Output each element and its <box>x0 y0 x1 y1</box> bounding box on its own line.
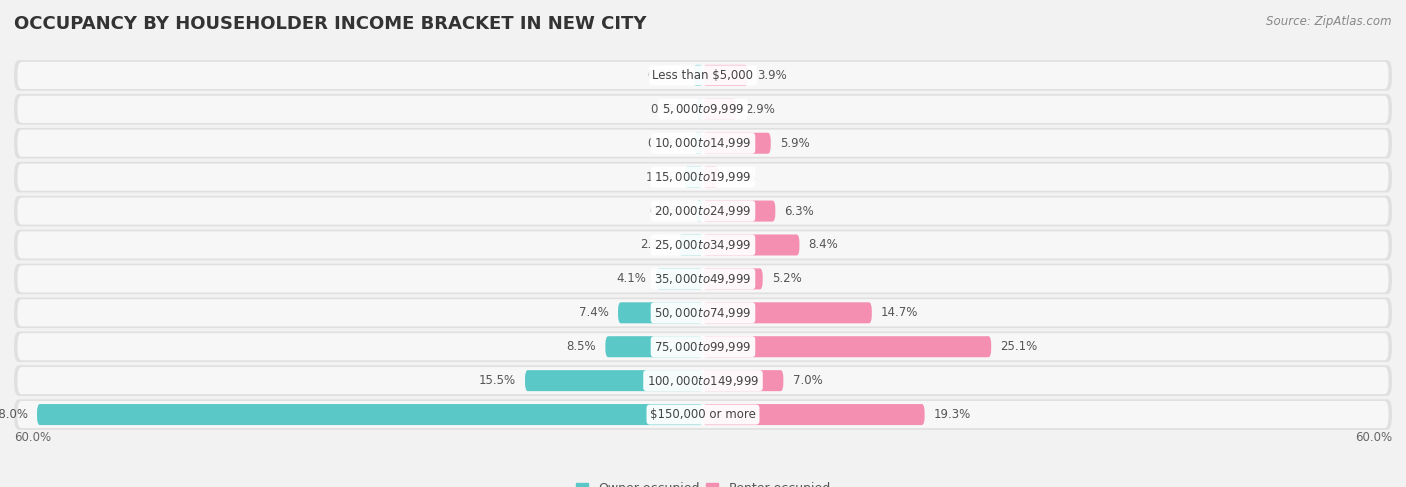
FancyBboxPatch shape <box>17 164 1389 191</box>
FancyBboxPatch shape <box>703 65 748 86</box>
FancyBboxPatch shape <box>17 96 1389 123</box>
FancyBboxPatch shape <box>14 94 1392 125</box>
FancyBboxPatch shape <box>703 201 775 222</box>
Text: Less than $5,000: Less than $5,000 <box>652 69 754 82</box>
Text: $150,000 or more: $150,000 or more <box>650 408 756 421</box>
Text: 60.0%: 60.0% <box>14 431 51 444</box>
Text: 60.0%: 60.0% <box>1355 431 1392 444</box>
FancyBboxPatch shape <box>703 133 770 154</box>
Text: 0.84%: 0.84% <box>647 69 685 82</box>
Text: 5.2%: 5.2% <box>772 272 801 285</box>
Text: 0.78%: 0.78% <box>648 137 685 150</box>
FancyBboxPatch shape <box>14 365 1392 396</box>
FancyBboxPatch shape <box>14 298 1392 328</box>
FancyBboxPatch shape <box>17 130 1389 157</box>
FancyBboxPatch shape <box>606 336 703 357</box>
Text: 7.4%: 7.4% <box>579 306 609 319</box>
FancyBboxPatch shape <box>17 299 1389 326</box>
Text: 2.9%: 2.9% <box>745 103 775 116</box>
FancyBboxPatch shape <box>14 60 1392 91</box>
Text: 15.5%: 15.5% <box>478 374 516 387</box>
Text: 19.3%: 19.3% <box>934 408 972 421</box>
FancyBboxPatch shape <box>703 336 991 357</box>
FancyBboxPatch shape <box>14 230 1392 260</box>
FancyBboxPatch shape <box>17 367 1389 394</box>
FancyBboxPatch shape <box>703 234 800 256</box>
Text: Source: ZipAtlas.com: Source: ZipAtlas.com <box>1267 15 1392 28</box>
FancyBboxPatch shape <box>703 370 783 391</box>
Text: OCCUPANCY BY HOUSEHOLDER INCOME BRACKET IN NEW CITY: OCCUPANCY BY HOUSEHOLDER INCOME BRACKET … <box>14 15 647 33</box>
FancyBboxPatch shape <box>14 162 1392 192</box>
Text: $75,000 to $99,999: $75,000 to $99,999 <box>654 340 752 354</box>
Text: $50,000 to $74,999: $50,000 to $74,999 <box>654 306 752 320</box>
Legend: Owner-occupied, Renter-occupied: Owner-occupied, Renter-occupied <box>571 477 835 487</box>
Text: $5,000 to $9,999: $5,000 to $9,999 <box>662 102 744 116</box>
FancyBboxPatch shape <box>685 167 703 187</box>
Text: 6.3%: 6.3% <box>785 205 814 218</box>
Text: $35,000 to $49,999: $35,000 to $49,999 <box>654 272 752 286</box>
FancyBboxPatch shape <box>17 198 1389 225</box>
FancyBboxPatch shape <box>703 302 872 323</box>
FancyBboxPatch shape <box>693 65 703 86</box>
FancyBboxPatch shape <box>703 404 925 425</box>
FancyBboxPatch shape <box>619 302 703 323</box>
Text: $100,000 to $149,999: $100,000 to $149,999 <box>647 374 759 388</box>
FancyBboxPatch shape <box>17 401 1389 428</box>
FancyBboxPatch shape <box>14 332 1392 362</box>
Text: 2.1%: 2.1% <box>640 239 669 251</box>
FancyBboxPatch shape <box>17 62 1389 89</box>
FancyBboxPatch shape <box>679 234 703 256</box>
FancyBboxPatch shape <box>14 196 1392 226</box>
FancyBboxPatch shape <box>524 370 703 391</box>
FancyBboxPatch shape <box>703 99 737 120</box>
FancyBboxPatch shape <box>14 128 1392 158</box>
FancyBboxPatch shape <box>14 263 1392 294</box>
Text: 0.55%: 0.55% <box>651 103 688 116</box>
Text: $15,000 to $19,999: $15,000 to $19,999 <box>654 170 752 184</box>
Text: 25.1%: 25.1% <box>1001 340 1038 353</box>
FancyBboxPatch shape <box>17 265 1389 293</box>
FancyBboxPatch shape <box>696 201 703 222</box>
Text: 58.0%: 58.0% <box>0 408 28 421</box>
Text: 5.9%: 5.9% <box>780 137 810 150</box>
FancyBboxPatch shape <box>697 99 703 120</box>
Text: 1.3%: 1.3% <box>727 170 756 184</box>
FancyBboxPatch shape <box>695 133 703 154</box>
FancyBboxPatch shape <box>17 333 1389 360</box>
Text: $25,000 to $34,999: $25,000 to $34,999 <box>654 238 752 252</box>
Text: 4.1%: 4.1% <box>617 272 647 285</box>
Text: 7.0%: 7.0% <box>793 374 823 387</box>
Text: 0.65%: 0.65% <box>650 205 686 218</box>
FancyBboxPatch shape <box>657 268 703 289</box>
FancyBboxPatch shape <box>703 167 718 187</box>
Text: $20,000 to $24,999: $20,000 to $24,999 <box>654 204 752 218</box>
FancyBboxPatch shape <box>14 399 1392 430</box>
Text: $10,000 to $14,999: $10,000 to $14,999 <box>654 136 752 150</box>
FancyBboxPatch shape <box>703 268 762 289</box>
Text: 14.7%: 14.7% <box>882 306 918 319</box>
Text: 8.4%: 8.4% <box>808 239 838 251</box>
FancyBboxPatch shape <box>17 231 1389 259</box>
FancyBboxPatch shape <box>37 404 703 425</box>
Text: 3.9%: 3.9% <box>756 69 787 82</box>
Text: 8.5%: 8.5% <box>567 340 596 353</box>
Text: 1.6%: 1.6% <box>645 170 675 184</box>
